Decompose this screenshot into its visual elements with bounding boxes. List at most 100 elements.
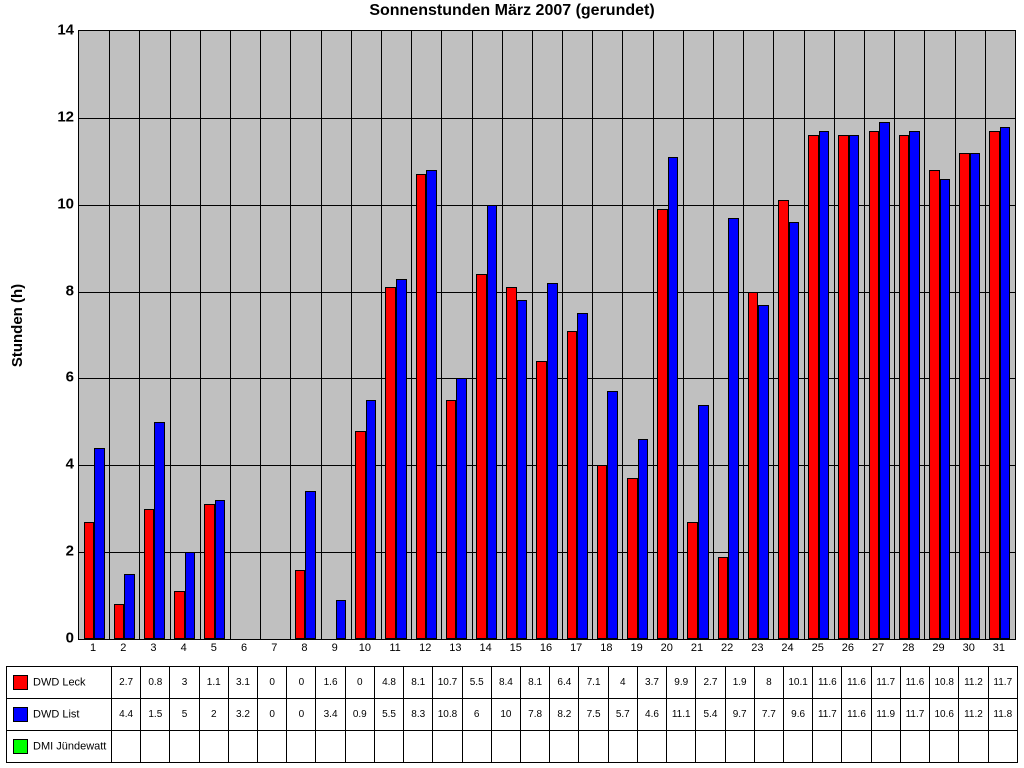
bar [638, 439, 649, 639]
gridline-v [260, 31, 261, 639]
data-cell: 0.8 [141, 667, 170, 699]
table-row: DMI Jündewatt [7, 731, 1018, 763]
x-tick-label: 27 [872, 642, 884, 654]
bar [989, 131, 1000, 639]
x-tick-label: 24 [781, 642, 793, 654]
data-cell: 2.7 [111, 667, 140, 699]
data-cell [871, 731, 900, 763]
data-cell: 1.6 [316, 667, 345, 699]
bar [154, 422, 165, 639]
data-cell [900, 731, 929, 763]
x-tick-label: 8 [301, 642, 307, 654]
gridline-v [924, 31, 925, 639]
data-cell [462, 731, 491, 763]
bar [476, 274, 487, 639]
data-cell: 11.1 [667, 699, 696, 731]
data-cell [637, 731, 666, 763]
bar [506, 287, 517, 639]
gridline-v [230, 31, 231, 639]
data-cell: 3 [170, 667, 199, 699]
y-tick-label: 10 [44, 195, 74, 212]
data-cell [579, 731, 608, 763]
data-cell [374, 731, 403, 763]
table-row: DWD List4.41.5523.2003.40.95.58.310.8610… [7, 699, 1018, 731]
gridline-v [441, 31, 442, 639]
data-cell [521, 731, 550, 763]
x-tick-label: 11 [389, 642, 400, 654]
x-tick-label: 19 [630, 642, 642, 654]
data-table: DWD Leck2.70.831.13.1001.604.88.110.75.5… [6, 666, 1018, 763]
bar [295, 570, 306, 639]
x-tick-label: 26 [842, 642, 854, 654]
bar [144, 509, 155, 639]
bar [819, 131, 830, 639]
data-cell [930, 731, 959, 763]
bar [355, 431, 366, 639]
data-cell [754, 731, 783, 763]
data-cell: 9.7 [725, 699, 754, 731]
y-tick-label: 14 [44, 22, 74, 39]
gridline-v [622, 31, 623, 639]
legend-cell: DMI Jündewatt [7, 731, 112, 763]
x-tick-label: 2 [120, 642, 126, 654]
gridline-v [894, 31, 895, 639]
data-cell: 8 [754, 667, 783, 699]
data-cell: 7.8 [521, 699, 550, 731]
bar [627, 478, 638, 639]
bar [687, 522, 698, 639]
data-cell: 11.7 [813, 699, 842, 731]
x-tick-label: 20 [661, 642, 673, 654]
bar [879, 122, 890, 639]
bar [366, 400, 377, 639]
legend-swatch [13, 739, 28, 754]
bar [124, 574, 135, 639]
data-cell: 0 [345, 667, 374, 699]
data-cell [345, 731, 374, 763]
data-cell: 5.5 [374, 699, 403, 731]
data-cell: 10.7 [433, 667, 462, 699]
bar [446, 400, 457, 639]
data-cell: 8.2 [550, 699, 579, 731]
data-cell [608, 731, 637, 763]
bar [487, 205, 498, 639]
bar [718, 557, 729, 640]
data-cell: 4.4 [111, 699, 140, 731]
x-tick-label: 23 [751, 642, 763, 654]
gridline-v [562, 31, 563, 639]
x-tick-label: 28 [902, 642, 914, 654]
gridline-v [985, 31, 986, 639]
data-cell: 0.9 [345, 699, 374, 731]
data-cell: 9.6 [783, 699, 812, 731]
bar [970, 153, 981, 639]
legend-swatch [13, 707, 28, 722]
legend-swatch [13, 675, 28, 690]
data-cell: 11.6 [842, 699, 871, 731]
bar [114, 604, 125, 639]
bar [869, 131, 880, 639]
bar [849, 135, 860, 639]
data-cell: 11.6 [813, 667, 842, 699]
bar [940, 179, 951, 639]
bar [808, 135, 819, 639]
data-cell: 5.7 [608, 699, 637, 731]
data-cell: 6.4 [550, 667, 579, 699]
bar [668, 157, 679, 639]
y-tick-label: 6 [44, 369, 74, 386]
gridline-v [683, 31, 684, 639]
x-tick-label: 21 [691, 642, 703, 654]
data-cell [404, 731, 433, 763]
y-axis-label: Stunden (h) [8, 0, 28, 650]
x-tick-label: 4 [181, 642, 187, 654]
data-cell: 3.7 [637, 667, 666, 699]
x-tick-label: 3 [150, 642, 156, 654]
x-tick-label: 22 [721, 642, 733, 654]
x-tick-label: 10 [359, 642, 371, 654]
y-tick-label: 4 [44, 456, 74, 473]
data-cell [316, 731, 345, 763]
data-cell: 0 [287, 667, 316, 699]
data-cell [287, 731, 316, 763]
data-cell: 7.1 [579, 667, 608, 699]
bar [215, 500, 226, 639]
gridline-v [170, 31, 171, 639]
data-cell: 4 [608, 667, 637, 699]
